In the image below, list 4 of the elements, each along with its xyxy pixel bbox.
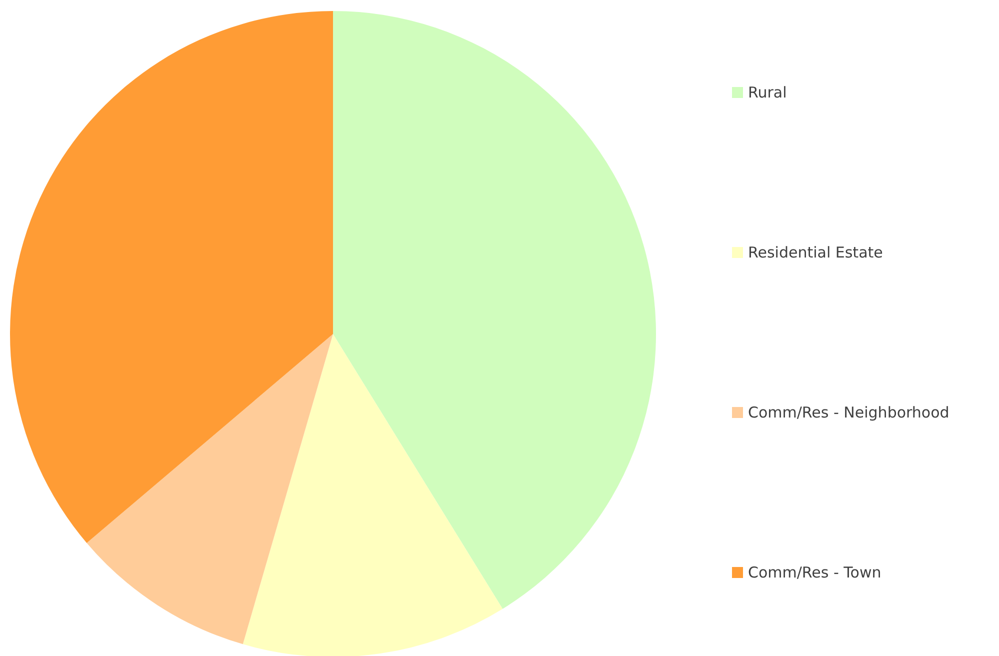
legend-label: Rural <box>748 84 787 102</box>
legend-label: Comm/Res - Neighborhood <box>748 404 950 422</box>
legend-label: Comm/Res - Town <box>748 564 882 582</box>
legend-label: Residential Estate <box>748 244 883 262</box>
